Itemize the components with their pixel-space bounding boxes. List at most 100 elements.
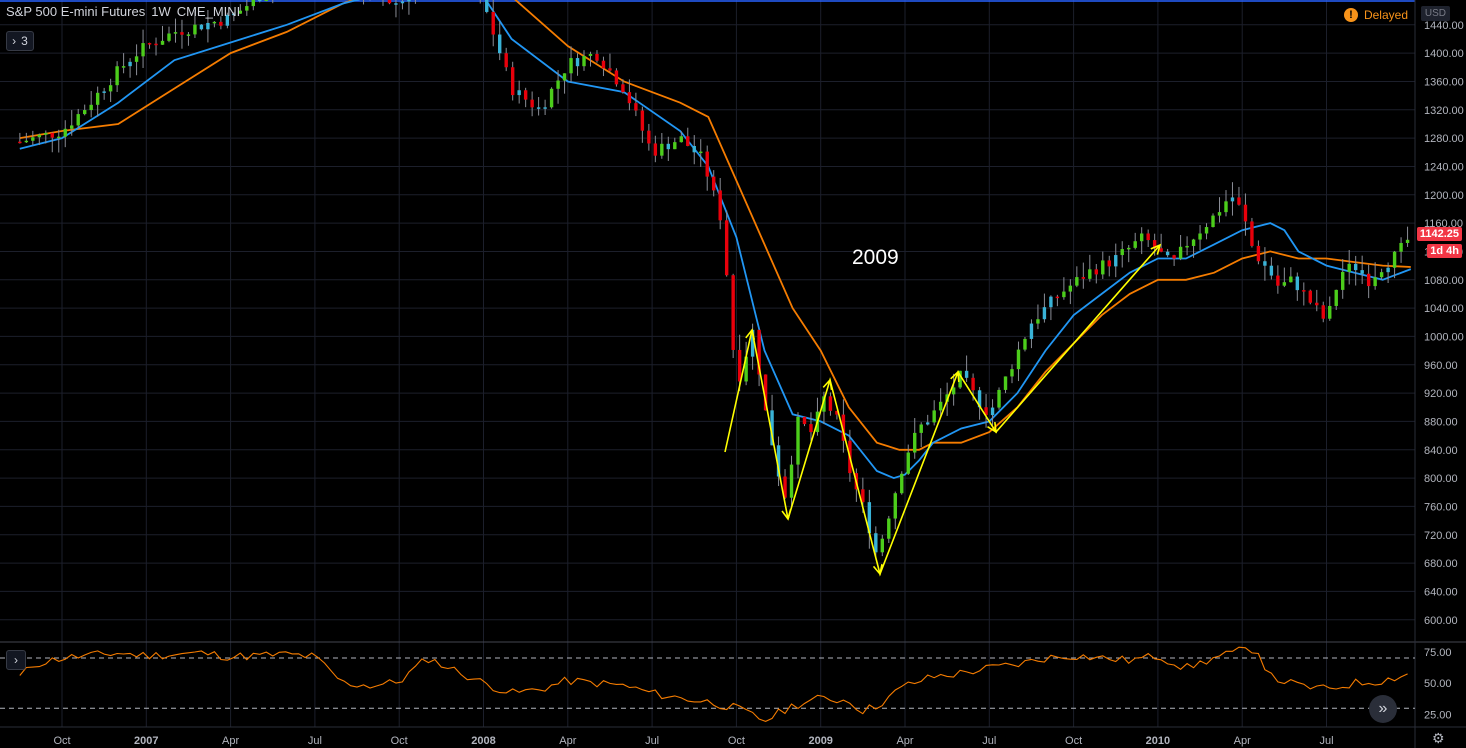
candle-body [893, 493, 897, 519]
candle-body [1237, 197, 1241, 205]
price-tick-label: 640.00 [1424, 586, 1458, 598]
time-tick-label: 2008 [471, 735, 495, 747]
candle-body [951, 387, 956, 395]
candle-body [1366, 273, 1371, 287]
candle-body [977, 390, 982, 408]
candle-body [1107, 260, 1111, 267]
currency-label[interactable]: USD [1420, 6, 1450, 21]
candle-body [63, 128, 67, 137]
scroll-to-realtime-button[interactable]: » [1369, 695, 1397, 723]
rsi-tick-label: 50.00 [1424, 678, 1452, 690]
candle-body [1224, 201, 1228, 213]
candle-body [750, 329, 755, 357]
candle-body [18, 141, 22, 144]
time-tick-label: Oct [391, 735, 408, 747]
rsi-pane [0, 646, 1415, 722]
candle-body [44, 132, 48, 135]
price-tick-label: 1240.00 [1424, 161, 1464, 173]
symbol-name[interactable]: S&P 500 E-mini Futures [6, 4, 146, 19]
time-tick-label: Apr [896, 735, 913, 747]
candle-body [913, 432, 917, 453]
price-axis[interactable]: 1440.00 1400.00 1360.00 1320.00 1280.00 1240.… [1424, 20, 1464, 722]
candle-body [1392, 251, 1397, 268]
candle-body [556, 80, 560, 89]
rsi-pane-toggle[interactable]: › [6, 650, 26, 670]
indicators-toggle[interactable]: › 3 [6, 31, 34, 51]
gear-icon[interactable]: ⚙ [1432, 730, 1445, 746]
candle-body [990, 407, 995, 416]
candle-body [925, 422, 930, 425]
candle-body [167, 33, 171, 41]
swing-arrow-path [724, 244, 1161, 577]
double-chevron-right-icon: » [1378, 700, 1388, 717]
candle-body [31, 137, 35, 141]
arrow-head [872, 564, 883, 576]
time-tick-label: Apr [222, 735, 239, 747]
time-tick-label: Oct [1065, 735, 1082, 747]
time-axis[interactable]: Oct 2007 Apr Jul Oct 2008 Apr Jul Oct 2009 Apr Jul O… [53, 735, 1333, 747]
candle-body [485, 0, 489, 12]
arrow-head [1150, 243, 1162, 255]
candle-body [1217, 212, 1222, 216]
candle-body [588, 53, 593, 56]
candle-body [57, 136, 61, 139]
candle-body [232, 13, 236, 16]
candle-body [160, 40, 165, 45]
rsi-tick-label: 75.00 [1424, 647, 1452, 659]
candles [18, 0, 1410, 559]
candle-body [1127, 247, 1131, 250]
candle-body [861, 489, 865, 503]
candle-body [1204, 227, 1209, 234]
candle-body [1055, 296, 1060, 299]
candle-body [108, 85, 113, 92]
candle-body [1289, 276, 1293, 283]
drawn-arrows [724, 243, 1162, 577]
candle-body [1036, 319, 1040, 324]
time-tick-label: Oct [728, 735, 745, 747]
arrow-head [745, 328, 756, 340]
candle-body [1399, 242, 1403, 252]
candle-body [867, 502, 872, 534]
candle-body [1159, 248, 1163, 252]
candle-body [523, 90, 528, 100]
candle-body [1302, 290, 1306, 292]
interval[interactable]: 1W [151, 4, 171, 19]
candle-body [543, 107, 547, 109]
candle-body [1114, 255, 1118, 267]
price-tick-label: 1280.00 [1424, 133, 1464, 145]
candle-body [1023, 338, 1027, 350]
candle-body [76, 114, 80, 126]
candle-body [1269, 265, 1274, 276]
candle-body [712, 176, 716, 191]
candle-body [1405, 239, 1410, 243]
candle-body [621, 84, 625, 93]
candle-body [1178, 246, 1183, 259]
rsi-tick-label: 25.00 [1424, 709, 1452, 721]
candle-body [906, 452, 910, 474]
candle-body [1295, 276, 1300, 291]
candle-body [660, 143, 664, 156]
candle-body [225, 14, 230, 26]
candle-body [245, 6, 249, 11]
time-tick-label: 2007 [134, 735, 158, 747]
candle-body [679, 136, 683, 143]
candle-body [1133, 241, 1137, 248]
delayed-indicator[interactable]: ! Delayed [1343, 8, 1408, 22]
candle-body [89, 104, 93, 111]
candle-body [1360, 270, 1364, 274]
symbol-header[interactable]: S&P 500 E-mini Futures 1W CME_MINI [6, 4, 246, 19]
candle-body [997, 389, 1001, 408]
candle-body [984, 407, 988, 416]
candle-body [809, 424, 813, 433]
candle-body [1139, 233, 1144, 242]
indicator-count: 3 [21, 34, 28, 48]
candle-body [731, 275, 735, 350]
candle-body [199, 24, 204, 30]
candle-body [601, 60, 606, 69]
candle-body [510, 67, 515, 96]
candle-body [1016, 349, 1021, 370]
candle-body [95, 92, 100, 105]
candle-body [219, 21, 223, 26]
candle-body [1088, 269, 1092, 279]
